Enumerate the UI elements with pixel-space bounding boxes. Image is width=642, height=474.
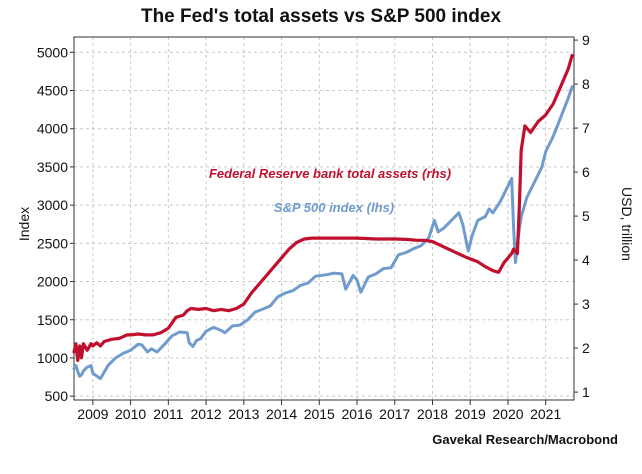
- y-right-tick-label: 8: [582, 76, 590, 92]
- y-right-tick-label: 9: [582, 32, 590, 48]
- x-tick-label: 2009: [77, 406, 108, 422]
- y-right-tick-label: 5: [582, 208, 590, 224]
- gridlines: [74, 37, 574, 400]
- spx-series-annotation: S&P 500 index (lhs): [274, 200, 394, 215]
- y-right-tick-label: 6: [582, 164, 590, 180]
- y-left-tick-label: 3000: [37, 197, 68, 213]
- x-tick-label: 2011: [153, 406, 183, 422]
- y-right-tick-label: 7: [582, 120, 590, 136]
- x-tick-label: 2018: [417, 406, 448, 422]
- y-left-tick-label: 5000: [37, 44, 68, 60]
- series-lines: [72, 53, 574, 381]
- sp500-line: [72, 85, 574, 381]
- y-left-tick-label: 1000: [37, 350, 68, 366]
- y-axis-right-label: USD, trillion: [619, 187, 635, 261]
- x-tick-label: 2016: [341, 406, 372, 422]
- y-right-tick-label: 3: [582, 296, 590, 312]
- x-tick-label: 2021: [530, 406, 561, 422]
- axis-ticks: 500 1000 1500 2000 2500 3000 3500 4000 4500 5000 1…: [37, 32, 590, 422]
- y-left-tick-label: 4000: [37, 121, 68, 137]
- y-right-tick-label: 1: [582, 384, 590, 400]
- x-tick-label: 2013: [228, 406, 259, 422]
- fed-assets-line: [72, 53, 574, 362]
- plot-frame: [73, 36, 575, 401]
- x-tick-label: 2012: [190, 406, 221, 422]
- y-left-tick-label: 2000: [37, 274, 68, 290]
- y-left-tick-label: 500: [45, 388, 69, 404]
- x-tick-label: 2017: [379, 406, 410, 422]
- x-tick-label: 2010: [115, 406, 146, 422]
- y-left-tick-label: 2500: [37, 235, 68, 251]
- x-tick-label: 2015: [304, 406, 335, 422]
- source-credit: Gavekal Research/Macrobond: [432, 432, 618, 447]
- x-tick-label: 2019: [455, 406, 486, 422]
- x-tick-label: 2014: [266, 406, 297, 422]
- x-tick-label: 2020: [492, 406, 523, 422]
- fed-series-annotation: Federal Reserve bank total assets (rhs): [209, 166, 451, 181]
- y-left-tick-label: 3500: [37, 159, 68, 175]
- y-right-tick-label: 2: [582, 340, 590, 356]
- y-axis-left-label: Index: [16, 206, 32, 242]
- chart-title: The Fed's total assets vs S&P 500 index: [140, 6, 502, 27]
- y-left-tick-label: 4500: [37, 82, 68, 98]
- y-left-tick-label: 1500: [37, 312, 68, 328]
- y-right-tick-label: 4: [582, 252, 590, 268]
